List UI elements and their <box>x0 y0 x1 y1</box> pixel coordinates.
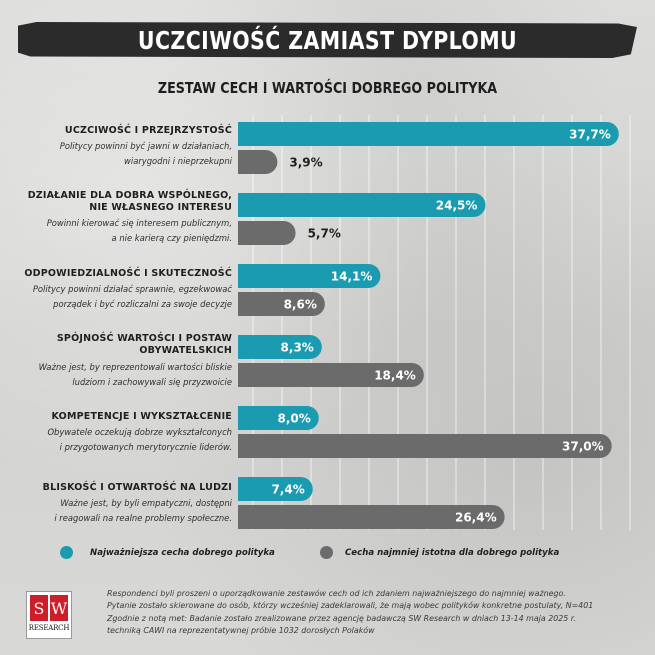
category-title: DZIAŁANIE DLA DOBRA WSPÓLNEGO, <box>27 190 232 201</box>
bar-secondary <box>238 505 505 529</box>
category-description: ludziom i zachowywali się przyzwoicie <box>72 377 232 387</box>
note-line: Pytanie zostało skierowane do osób, któr… <box>107 601 594 611</box>
legend-primary-label: Najważniejsza cecha dobrego polityka <box>90 548 275 558</box>
value-label-primary: 14,1% <box>331 270 373 284</box>
category-description: Politycy powinni być jawni w działaniach… <box>59 141 232 151</box>
value-label-primary: 8,0% <box>278 412 311 426</box>
category-title: ODPOWIEDZIALNOŚĆ I SKUTECZNOŚĆ <box>24 268 232 279</box>
chart-subtitle: ZESTAW CECH I WARTOŚCI DOBREGO POLITYKA <box>157 79 498 97</box>
value-label-secondary: 8,6% <box>284 298 317 312</box>
methodology-note: Respondenci byli proszeni o uporządkowan… <box>107 588 647 637</box>
value-label-secondary: 3,9% <box>289 156 322 170</box>
category-title: KOMPETENCJE I WYKSZTAŁCENIE <box>51 411 232 422</box>
logo-letter-s: S <box>30 595 48 621</box>
category-description: Obywatele oczekują dobrze wykształconych <box>47 427 232 437</box>
logo-letter-w: W <box>50 595 68 621</box>
category-title: OBYWATELSKICH <box>139 345 232 356</box>
category-description: i przygotowanych merytorycznie liderów. <box>59 442 232 452</box>
category-title: NIE WŁASNEGO INTERESU <box>89 202 232 213</box>
value-label-secondary: 26,4% <box>455 511 497 525</box>
bar-secondary <box>238 150 278 174</box>
bar-primary <box>238 335 322 359</box>
category-description: a nie karierą czy pieniędzmi. <box>111 233 232 243</box>
category-description: Ważne jest, by reprezentowali wartości b… <box>38 362 232 372</box>
logo-caption: RESEARCH <box>28 624 70 632</box>
category-description: wiarygodni i nieprzekupni <box>124 156 232 166</box>
bar-secondary <box>238 292 325 316</box>
bar-secondary <box>238 363 424 387</box>
category-title: UCZCIWOŚĆ I PRZEJRZYSTOŚĆ <box>64 125 232 136</box>
value-label-secondary: 18,4% <box>374 369 416 383</box>
note-line: Zgodnie z notą met: Badanie zostało zrea… <box>107 613 576 623</box>
bar-primary <box>238 406 319 430</box>
bar-primary <box>238 122 619 146</box>
note-line: techniką CAWI na reprezentatywnej próbie… <box>107 625 375 635</box>
value-label-primary: 8,3% <box>281 341 314 355</box>
bar-primary <box>238 193 486 217</box>
bar-secondary <box>238 221 296 245</box>
sw-research-logo: S W RESEARCH <box>26 591 72 639</box>
value-label-secondary: 37,0% <box>562 440 604 454</box>
note-line: Respondenci byli proszeni o uporządkowan… <box>107 589 566 598</box>
value-label-primary: 24,5% <box>436 199 478 213</box>
page-title: UCZCIWOŚĆ ZAMIAST DYPLOMU <box>137 25 518 55</box>
value-label-secondary: 5,7% <box>308 227 341 241</box>
bar-secondary <box>238 434 612 458</box>
legend-primary-dot <box>60 546 73 559</box>
category-description: Ważne jest, by byli empatyczni, dostępni <box>60 498 232 508</box>
value-label-primary: 7,4% <box>271 483 304 497</box>
title-banner <box>18 22 637 58</box>
category-description: Politycy powinni działać sprawnie, egzek… <box>32 284 232 294</box>
category-title: SPÓJNOŚĆ WARTOŚCI I POSTAW <box>56 333 232 344</box>
legend-secondary-dot <box>320 546 333 559</box>
category-description: i reagowali na realne problemy społeczne… <box>54 513 232 523</box>
bar-primary <box>238 264 381 288</box>
bar-primary <box>238 477 313 501</box>
category-description: porządek i być rozliczalni za swoje decy… <box>53 299 232 309</box>
category-description: Powinni kierować się interesem publiczny… <box>46 218 232 228</box>
value-label-primary: 37,7% <box>569 128 611 142</box>
legend-secondary-label: Cecha najmniej istotna dla dobrego polit… <box>345 548 560 558</box>
category-title: BLISKOŚĆ I OTWARTOŚĆ NA LUDZI <box>42 482 232 493</box>
